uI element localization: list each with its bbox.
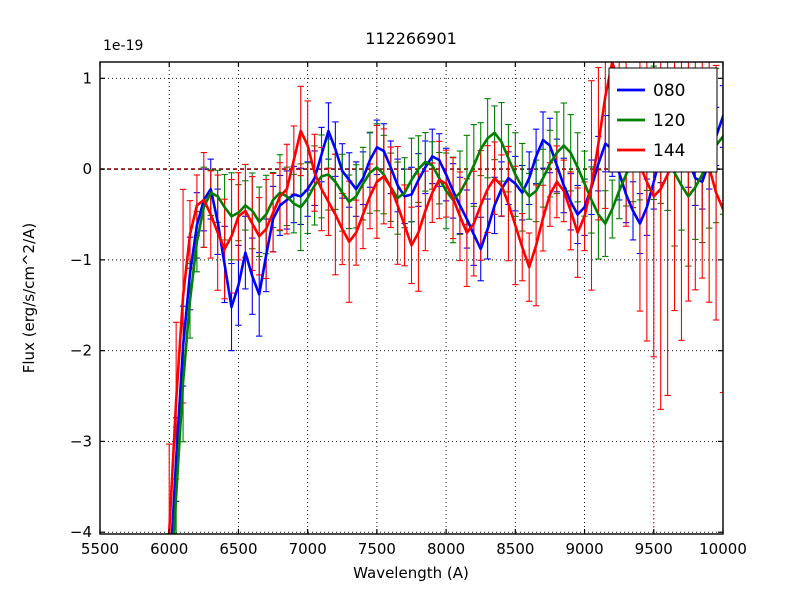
axes-frame: [99, 61, 724, 535]
y-tick-label: −3: [70, 432, 92, 450]
x-tick-label: 8000: [427, 540, 465, 558]
legend-label-144[interactable]: 144: [653, 141, 685, 161]
y-tick-label: 1: [82, 69, 92, 87]
legend-label-120[interactable]: 120: [653, 111, 685, 131]
y-tick-label: −4: [70, 523, 92, 541]
x-tick-label: 8500: [496, 540, 534, 558]
x-tick-label: 5500: [81, 540, 119, 558]
x-tick-label: 10000: [699, 540, 747, 558]
y-tick-label: −2: [70, 342, 92, 360]
y-axis-offset-label: 1e-19: [103, 38, 143, 54]
x-tick-label: 6000: [150, 540, 188, 558]
legend-label-080[interactable]: 080: [653, 81, 685, 101]
legend[interactable]: 080 120 144: [608, 67, 718, 173]
x-tick-label: 9000: [565, 540, 603, 558]
y-axis-label: Flux (erg/s/cm^2/A): [20, 223, 38, 374]
x-tick-label: 6500: [219, 540, 257, 558]
x-tick-labels: 5500 6000 6500 7000 7500 8000 8500 9000 9500 1000…: [81, 540, 747, 558]
y-tick-labels: −4 −3 −2 −1 0 1: [70, 69, 92, 541]
y-tick-label: −1: [70, 251, 92, 269]
y-tick-label: 0: [82, 160, 92, 178]
series-line-120: [172, 131, 723, 534]
x-tick-label: 7000: [289, 540, 327, 558]
x-axis-label: Wavelength (A): [353, 564, 469, 582]
x-tick-label: 7500: [358, 540, 396, 558]
plot-title: 112266901: [365, 29, 457, 48]
series-line-080: [170, 114, 723, 534]
axis-ticks: [99, 62, 724, 534]
x-tick-label: 9500: [635, 540, 673, 558]
